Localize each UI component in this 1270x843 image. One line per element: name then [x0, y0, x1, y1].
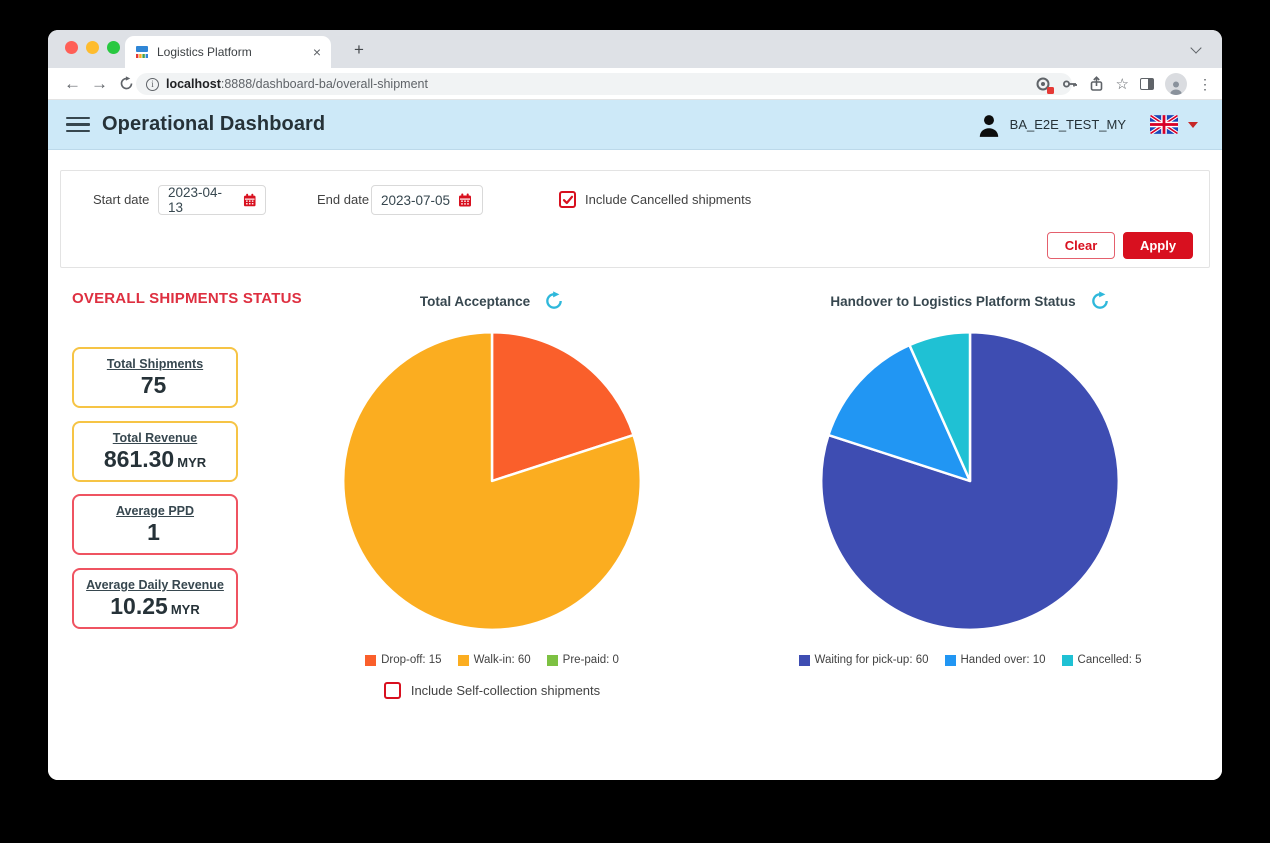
back-icon[interactable]: ← — [64, 74, 81, 93]
legend-item: Pre-paid: 0 — [546, 654, 619, 666]
window-controls[interactable] — [65, 41, 120, 54]
pie-chart — [815, 326, 1125, 636]
apply-button[interactable]: Apply — [1123, 232, 1193, 259]
favicon-icon — [136, 46, 148, 58]
url-path: :8888/dashboard-ba/overall-shipment — [220, 77, 428, 91]
legend-swatch — [944, 654, 956, 666]
tab-close-icon[interactable]: × — [312, 44, 321, 60]
clear-button[interactable]: Clear — [1047, 232, 1115, 259]
end-date-input[interactable]: 2023-07-05 — [371, 185, 483, 215]
language-caret-icon[interactable] — [1188, 121, 1198, 128]
card-value: 10.25 — [110, 593, 168, 619]
total-acceptance-chart: Total Acceptance Drop-off: 15 Walk-in: 6… — [337, 290, 647, 699]
address-bar[interactable]: i localhost:8888/dashboard-ba/overall-sh… — [136, 73, 1072, 95]
share-icon[interactable] — [1089, 76, 1105, 92]
overall-shipments-heading: OVERALL SHIPMENTS STATUS — [72, 290, 302, 307]
bookmark-star-icon[interactable]: ☆ — [1115, 76, 1129, 93]
average-daily-revenue-card: Average Daily Revenue 10.25 MYR — [72, 568, 238, 629]
browser-toolbar: ← → i localhost:8888/dashboard-ba/overal… — [48, 68, 1222, 100]
self-collection-label: Include Self-collection shipments — [410, 683, 601, 698]
legend-swatch — [1061, 654, 1073, 666]
new-tab-button[interactable]: + — [354, 40, 364, 59]
dashboard-content: Start date 2023-04-13 End date 2023-07-0… — [48, 150, 1222, 780]
zoom-window-button[interactable] — [107, 41, 120, 54]
calendar-icon[interactable] — [243, 193, 256, 207]
average-ppd-card: Average PPD 1 — [72, 494, 238, 555]
close-window-button[interactable] — [65, 41, 78, 54]
refresh-icon[interactable] — [544, 291, 564, 311]
extension-icon[interactable] — [1035, 76, 1054, 94]
legend-item: Handed over: 10 — [944, 654, 1046, 666]
start-date-label: Start date — [93, 192, 150, 207]
pie-chart — [337, 326, 647, 636]
legend-item: Cancelled: 5 — [1061, 654, 1141, 666]
profile-avatar[interactable] — [1165, 73, 1187, 95]
include-cancelled-label: Include Cancelled shipments — [585, 192, 752, 207]
legend-swatch — [457, 654, 469, 666]
check-icon — [562, 195, 573, 204]
include-cancelled-row: Include Cancelled shipments — [559, 191, 751, 208]
total-shipments-card: Total Shipments 75 — [72, 347, 238, 408]
browser-window: Logistics Platform × + ← → i localhost:8… — [48, 30, 1222, 780]
tab-strip: Logistics Platform × + — [48, 30, 1222, 68]
chart-title: Total Acceptance — [419, 293, 531, 309]
legend-swatch — [365, 654, 377, 666]
self-collection-row: Include Self-collection shipments — [337, 682, 647, 699]
legend-swatch — [798, 654, 810, 666]
chart-legend: Waiting for pick-up: 60 Handed over: 10 … — [798, 654, 1141, 666]
card-title: Average PPD — [115, 504, 195, 518]
reload-icon[interactable] — [118, 76, 134, 92]
chart-legend: Drop-off: 15 Walk-in: 60 Pre-paid: 0 — [337, 654, 647, 666]
filter-panel: Start date 2023-04-13 End date 2023-07-0… — [60, 170, 1210, 268]
site-info-icon[interactable]: i — [146, 77, 159, 91]
url-host: localhost — [166, 77, 221, 91]
extension-badge — [1046, 87, 1054, 94]
card-value: 75 — [140, 372, 167, 398]
include-cancelled-checkbox[interactable] — [559, 191, 576, 208]
card-unit: MYR — [170, 602, 200, 617]
legend-item: Walk-in: 60 — [457, 654, 531, 666]
self-collection-checkbox[interactable] — [383, 682, 401, 699]
card-title: Total Revenue — [112, 431, 198, 445]
menu-icon[interactable] — [66, 116, 90, 133]
browser-tab[interactable]: Logistics Platform × — [125, 36, 331, 68]
app-header: Operational Dashboard BA_E2E_TEST_MY — [48, 100, 1222, 150]
tab-title: Logistics Platform — [157, 45, 252, 59]
chevron-down-icon[interactable] — [1190, 42, 1202, 54]
start-date-input[interactable]: 2023-04-13 — [158, 185, 266, 215]
end-date-label: End date — [317, 192, 370, 207]
legend-item: Waiting for pick-up: 60 — [798, 654, 929, 666]
card-value: 861.30 — [103, 446, 175, 472]
handover-status-chart: Handover to Logistics Platform Status Wa… — [798, 290, 1141, 666]
password-key-icon[interactable] — [1062, 76, 1078, 92]
refresh-icon[interactable] — [1090, 291, 1110, 311]
page-title: Operational Dashboard — [102, 113, 326, 135]
chart-title: Handover to Logistics Platform Status — [830, 293, 1076, 309]
calendar-icon[interactable] — [458, 193, 472, 207]
uk-flag-icon[interactable] — [1150, 115, 1178, 134]
legend-item: Drop-off: 15 — [365, 654, 442, 666]
card-unit: MYR — [177, 455, 207, 470]
side-panel-icon[interactable] — [1140, 78, 1154, 90]
legend-swatch — [546, 654, 558, 666]
user-icon — [979, 114, 998, 137]
card-value: 1 — [147, 519, 160, 545]
card-title: Average Daily Revenue — [86, 578, 224, 592]
forward-icon[interactable]: → — [91, 74, 108, 93]
total-revenue-card: Total Revenue 861.30 MYR — [72, 421, 238, 482]
url-text: localhost:8888/dashboard-ba/overall-ship… — [166, 77, 428, 91]
browser-menu-icon[interactable]: ⋮ — [1198, 75, 1212, 92]
minimize-window-button[interactable] — [86, 41, 99, 54]
card-title: Total Shipments — [106, 357, 204, 371]
username: BA_E2E_TEST_MY — [1009, 117, 1126, 132]
